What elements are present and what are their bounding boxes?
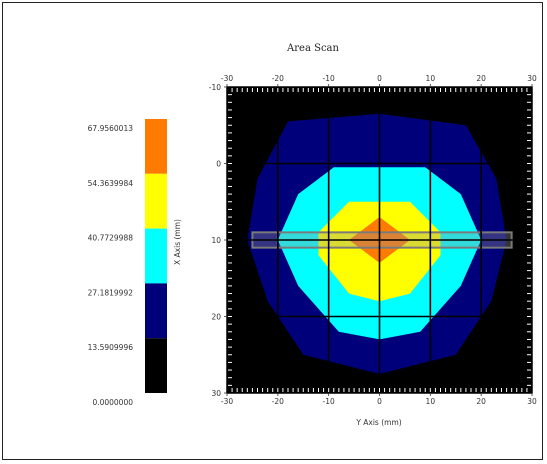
- x-tick-bottom-2: -10: [323, 397, 335, 406]
- x-tick-top-3: 0: [377, 74, 382, 83]
- x-tick-bottom-5: 20: [476, 397, 486, 406]
- x-tick-top-2: -10: [323, 74, 335, 83]
- x-tick-bottom-0: -30: [221, 397, 233, 406]
- window-border: [2, 2, 543, 460]
- colorbar-swatch-1: [145, 173, 167, 229]
- colorbar-swatch-0: [145, 119, 167, 174]
- colorbar-label-5: 0.0000000: [92, 398, 133, 407]
- x-tick-bottom-4: 10: [426, 397, 436, 406]
- x-axis-label: Y Axis (mm): [355, 418, 401, 427]
- x-tick-bottom-3: 0: [377, 397, 382, 406]
- x-tick-bottom-6: 30: [527, 397, 537, 406]
- colorbar-swatch-2: [145, 228, 167, 284]
- y-tick-left-0: -10: [209, 83, 221, 92]
- colorbar-swatch-4: [145, 338, 167, 393]
- y-tick-left-3: 20: [211, 313, 221, 322]
- colorbar-legend: 67.9560013 54.3639984 40.7729988 27.1819992…: [88, 119, 167, 407]
- x-tick-top-6: 30: [527, 74, 537, 83]
- y-tick-labels-left: -10 0 10 20 30: [209, 83, 227, 398]
- y-tick-left-1: 0: [216, 160, 221, 169]
- colorbar-label-3: 27.1819992: [88, 288, 134, 297]
- y-tick-left-2: 10: [211, 236, 221, 245]
- x-tick-top-1: -20: [272, 74, 284, 83]
- x-tick-bottom-1: -20: [272, 397, 284, 406]
- chart-title: Area Scan: [286, 43, 339, 54]
- colorbar-label-4: 13.5909996: [88, 343, 134, 352]
- x-tick-labels-top: -30 -20 -10 0 10 20 30: [221, 74, 537, 87]
- colorbar-label-2: 40.7729988: [88, 234, 134, 243]
- x-tick-labels-bottom: -30 -20 -10 0 10 20 30: [221, 393, 537, 406]
- plot-area: [226, 86, 533, 394]
- x-tick-top-5: 20: [476, 74, 486, 83]
- x-tick-top-0: -30: [221, 74, 233, 83]
- y-axis-label: X Axis (mm): [173, 219, 182, 265]
- y-tick-left-4: 30: [211, 389, 221, 398]
- grid-lines: [227, 87, 532, 393]
- colorbar-label-0: 67.9560013: [88, 124, 134, 133]
- colorbar-swatch-3: [145, 283, 167, 339]
- x-tick-top-4: 10: [426, 74, 436, 83]
- colorbar-label-1: 54.3639984: [88, 179, 134, 188]
